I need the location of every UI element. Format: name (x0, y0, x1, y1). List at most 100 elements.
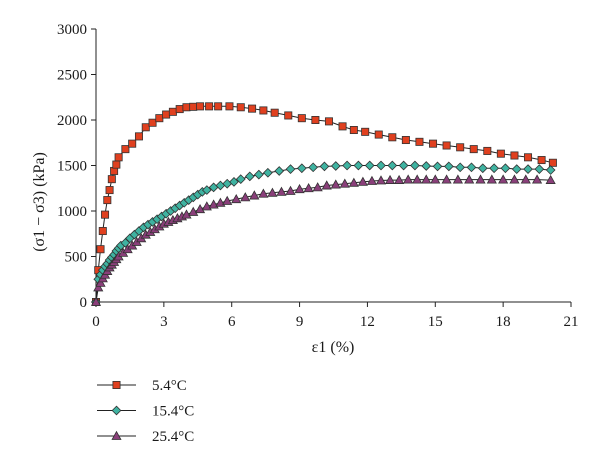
data-point (121, 145, 130, 154)
data-point (98, 227, 107, 236)
legend-label: 25.4°C (152, 429, 194, 445)
data-point (308, 162, 319, 173)
data-point (285, 164, 296, 175)
data-point (523, 164, 533, 175)
series-1 (91, 160, 556, 307)
data-point (415, 137, 424, 146)
y-tick-label: 1000 (57, 204, 87, 220)
data-point (235, 174, 246, 185)
data-point (545, 165, 556, 175)
data-point (319, 161, 330, 172)
x-axis-title: ε1 (%) (312, 339, 355, 356)
data-point (168, 107, 177, 116)
data-point (194, 203, 206, 214)
data-point (244, 171, 255, 182)
data-point (510, 151, 519, 160)
data-point (267, 187, 278, 197)
data-point (321, 180, 332, 190)
series-line (95, 179, 551, 303)
legend-marker (112, 380, 121, 389)
series-2 (90, 174, 556, 306)
data-point (285, 185, 296, 195)
data-point (384, 174, 396, 184)
data-point (520, 174, 531, 184)
data-point (375, 175, 387, 185)
legend-item: 15.4°C (97, 404, 194, 420)
data-point (96, 245, 105, 254)
y-tick-label: 1500 (57, 159, 87, 175)
axis-titles: ε1 (%) (σ1 − σ3) (kPa) (31, 152, 354, 356)
data-point (524, 153, 533, 162)
data-point (531, 174, 543, 184)
data-point (401, 136, 410, 145)
data-point (455, 162, 466, 173)
data-point (175, 105, 184, 114)
data-point (376, 160, 386, 171)
data-point (274, 166, 285, 176)
data-point (222, 178, 233, 189)
data-point (101, 210, 110, 219)
data-point (248, 104, 257, 113)
data-point (421, 161, 432, 171)
data-point (103, 196, 112, 205)
data-point (189, 102, 198, 111)
data-point (196, 102, 205, 111)
data-point (430, 174, 441, 184)
data-point (364, 160, 375, 171)
data-point (155, 114, 164, 123)
y-tick-label: 0 (80, 295, 88, 311)
data-point (421, 174, 432, 184)
y-tick-label: 2500 (57, 68, 87, 84)
legend: 5.4°C 15.4°C 25.4°C (97, 378, 194, 445)
series-0 (92, 102, 557, 306)
data-point (348, 177, 359, 187)
data-point (296, 163, 307, 174)
data-point (338, 122, 347, 131)
x-tick-label: 9 (296, 314, 304, 330)
data-point (222, 195, 233, 205)
x-tick-label: 21 (564, 314, 579, 330)
data-point (432, 161, 443, 172)
data-point (496, 149, 505, 158)
data-point (475, 174, 486, 184)
data-point (509, 174, 520, 184)
data-point (403, 174, 414, 184)
x-tick-label: 0 (92, 314, 100, 330)
data-point (483, 146, 492, 155)
y-axis-title: (σ1 − σ3) (kPa) (31, 152, 48, 252)
data-point (90, 296, 102, 306)
data-point (93, 282, 104, 292)
data-point (236, 103, 245, 112)
data-point (181, 209, 192, 219)
data-point (114, 153, 123, 162)
data-point (489, 163, 499, 174)
legend-item: 5.4°C (97, 378, 187, 394)
data-point (263, 167, 273, 178)
data-point (201, 185, 212, 195)
data-point (215, 180, 226, 191)
data-point (225, 102, 234, 111)
data-point (357, 176, 368, 186)
data-point (353, 160, 364, 171)
data-point (128, 139, 137, 148)
data-point (134, 132, 143, 141)
data-point (410, 160, 420, 171)
data-point (303, 183, 314, 193)
data-point (464, 174, 475, 184)
data-point (388, 133, 397, 142)
data-point (486, 174, 497, 184)
data-point (182, 103, 191, 112)
data-point (162, 110, 171, 119)
x-tick-label: 12 (360, 314, 375, 330)
data-point (258, 188, 269, 198)
data-point (361, 127, 370, 136)
data-point (349, 126, 358, 135)
data-point (107, 175, 116, 184)
axes: 0 500 1000 1500 2000 2500 3000 0 3 6 9 12 15 18 21 (57, 22, 579, 330)
data-point (500, 163, 511, 174)
data-point (188, 206, 199, 216)
data-point (412, 174, 423, 184)
legend-item: 25.4°C (97, 429, 194, 445)
data-point (214, 102, 223, 111)
